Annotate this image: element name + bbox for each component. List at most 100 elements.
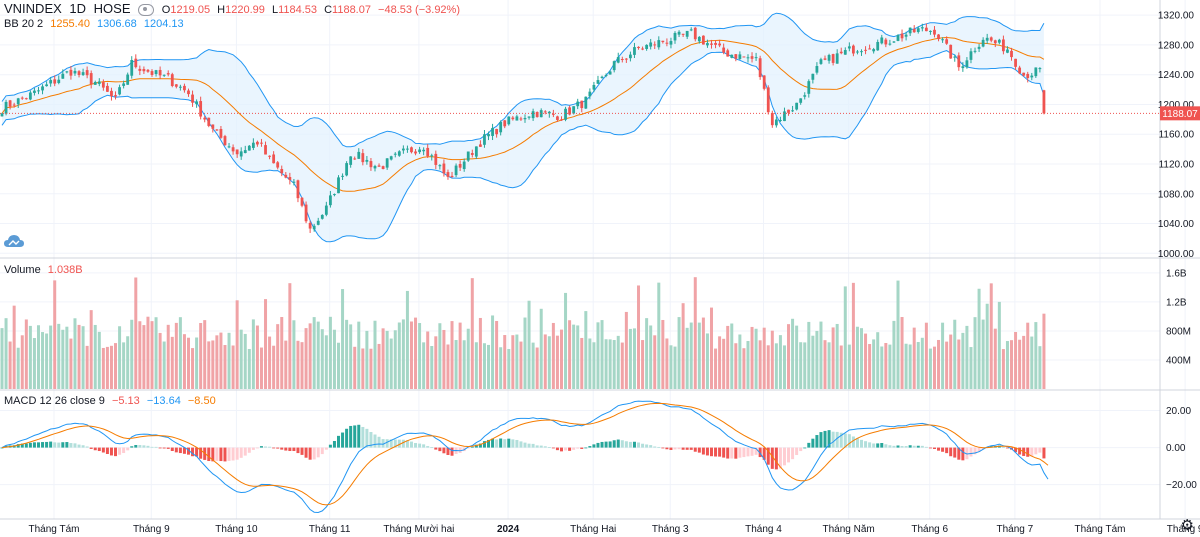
macd-histogram-bar	[268, 446, 272, 448]
candle-body	[856, 51, 859, 53]
bb-label[interactable]: BB 20 2	[4, 18, 44, 30]
volume-bar	[178, 317, 182, 389]
candle-body	[612, 61, 616, 71]
candle-body	[851, 45, 855, 54]
price-tick-label: 1040.00	[1158, 219, 1195, 230]
volume-bar	[657, 282, 661, 389]
macd-histogram-bar	[908, 445, 912, 448]
candle-body	[762, 75, 766, 89]
volume-bar	[730, 323, 734, 389]
volume-bar	[195, 337, 199, 389]
volume-bar	[377, 343, 381, 389]
macd-histogram-bar	[126, 447, 130, 451]
macd-histogram-bar	[543, 446, 547, 448]
macd-histogram-bar	[207, 447, 211, 462]
candle-body	[203, 117, 207, 120]
volume-bar	[122, 342, 126, 389]
volume-bar	[900, 317, 904, 389]
macd-histogram-bar	[81, 445, 85, 448]
macd-histogram-bar	[774, 447, 778, 470]
volume-bar	[142, 325, 146, 389]
candle-body	[320, 214, 324, 219]
candle-body	[1014, 58, 1017, 67]
macd-legend[interactable]: MACD 12 26 close 9 −5.13 −13.64 −8.50	[4, 395, 220, 407]
macd-histogram-bar	[150, 446, 154, 448]
volume-bar	[158, 332, 162, 389]
macd-histogram-bar	[576, 447, 580, 449]
macd-histogram-bar	[341, 432, 345, 448]
macd-histogram-bar	[385, 439, 389, 448]
candle-body	[539, 110, 543, 118]
volume-bar	[109, 345, 113, 389]
volume-bar	[466, 328, 470, 389]
open-label: O	[161, 4, 171, 16]
time-tick-label: Tháng Tám	[1075, 524, 1126, 535]
macd-histogram-bar	[357, 424, 361, 448]
volume-bar	[499, 347, 503, 389]
candle-body	[669, 41, 673, 45]
low-value: 1184.53	[278, 4, 318, 16]
time-tick-label: Tháng 10	[215, 524, 258, 535]
volume-bar	[539, 308, 543, 389]
volume-label[interactable]: Volume	[4, 264, 41, 276]
candle-body	[864, 49, 867, 51]
volume-bar	[795, 325, 799, 389]
candle-body	[742, 56, 746, 58]
market-status-icon[interactable]	[138, 3, 155, 16]
candle-body	[1038, 68, 1042, 70]
macd-histogram-bar	[166, 447, 170, 449]
volume-bar	[101, 347, 105, 389]
candle-body	[345, 163, 349, 176]
cloud-icon[interactable]	[3, 234, 25, 248]
macd-histogram-bar	[803, 447, 807, 449]
volume-bar	[807, 321, 811, 389]
candle-body	[28, 92, 32, 100]
macd-histogram-bar	[827, 430, 831, 448]
volume-bar	[97, 331, 101, 389]
candle-body	[93, 81, 97, 85]
macd-histogram-bar	[669, 447, 673, 450]
volume-bar	[932, 346, 936, 389]
volume-bar	[576, 325, 580, 389]
macd-histogram-bar	[624, 441, 628, 448]
volume-bar	[312, 317, 316, 389]
macd-histogram-bar	[28, 442, 32, 448]
settings-gear-icon[interactable]: ⚙	[1180, 517, 1194, 534]
macd-histogram-bar	[900, 446, 904, 448]
volume-bar	[1038, 346, 1042, 389]
bb-legend[interactable]: BB 20 2 1255.40 1306.68 1204.13	[4, 18, 188, 30]
candle-body	[556, 116, 559, 120]
candle-body	[531, 111, 535, 119]
volume-legend[interactable]: Volume 1.038B	[4, 264, 87, 276]
volume-bar	[985, 303, 989, 389]
volume-bar	[259, 347, 263, 389]
macd-panel	[0, 400, 1049, 514]
volume-bar	[89, 310, 93, 389]
candle-body	[937, 34, 940, 40]
candle-body	[231, 147, 235, 152]
symbol-interval[interactable]: 1D	[69, 1, 87, 16]
price-candles[interactable]	[0, 23, 1046, 233]
symbol-name[interactable]: VNINDEX	[4, 1, 62, 16]
volume-bar	[709, 307, 713, 389]
candle-body	[65, 71, 69, 73]
volume-bar	[337, 342, 341, 389]
candle-body	[276, 162, 280, 168]
macd-label[interactable]: MACD 12 26 close 9	[4, 395, 105, 407]
symbol-legend[interactable]: VNINDEX 1D HOSE O1219.05 H1220.99 L1184.…	[4, 1, 468, 16]
price-tick-label: 1240.00	[1158, 70, 1195, 81]
macd-histogram-bar	[701, 447, 705, 455]
volume-bar	[138, 321, 142, 389]
volume-bar	[434, 336, 438, 389]
volume-bar	[547, 336, 551, 389]
macd-histogram-bar	[762, 447, 766, 460]
candle-body	[1010, 50, 1013, 58]
volume-bar	[604, 339, 608, 389]
candle-body	[697, 36, 701, 42]
candle-body	[689, 29, 693, 31]
time-tick-label: Tháng 3	[652, 524, 689, 535]
candle-body	[134, 58, 138, 68]
volume-bar	[827, 342, 831, 389]
